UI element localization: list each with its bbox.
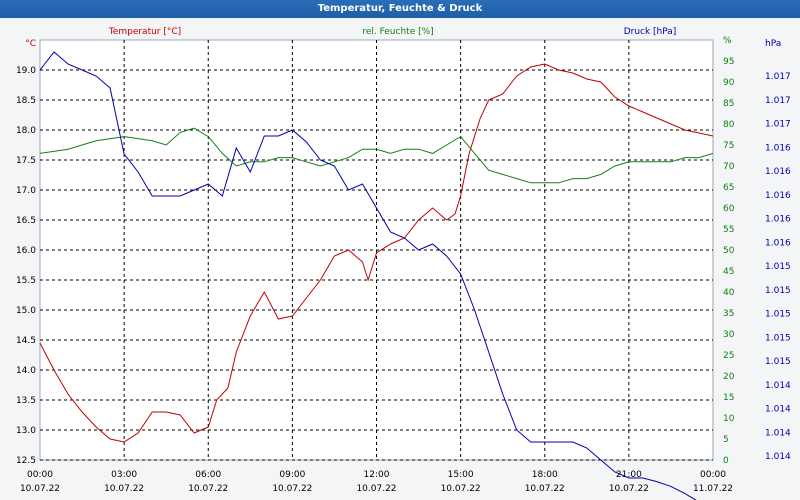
y-tick-humidity: 45	[723, 267, 734, 277]
x-tick-time: 09:00	[279, 470, 305, 480]
y-tick-pressure: 1.015	[765, 357, 791, 367]
y-tick-pressure: 1.016	[765, 191, 791, 201]
y-tick-pressure: 1.014	[765, 405, 791, 415]
y-tick-humidity: 15	[723, 393, 734, 403]
x-tick-time: 18:00	[532, 470, 558, 480]
y-tick-humidity: 65	[723, 183, 734, 193]
window-title: Temperatur, Feuchte & Druck	[0, 0, 800, 18]
temperature-unit: °C	[25, 39, 36, 49]
y-tick-temperature: 17.0	[16, 186, 36, 196]
x-tick-date: 10.07.22	[525, 484, 565, 494]
y-tick-pressure: 1.014	[765, 381, 791, 391]
y-tick-humidity: 10	[723, 414, 735, 424]
y-tick-temperature: 18.0	[16, 126, 36, 136]
y-tick-temperature: 16.5	[16, 216, 36, 226]
pressure-unit: hPa	[765, 39, 781, 49]
y-tick-humidity: 95	[723, 57, 734, 67]
x-tick-date: 10.07.22	[609, 484, 649, 494]
y-tick-humidity: 60	[723, 204, 735, 214]
y-tick-humidity: 40	[723, 288, 735, 298]
series-lines	[39, 51, 714, 500]
y-tick-humidity: 90	[723, 78, 735, 88]
grid	[40, 40, 713, 461]
y-tick-pressure: 1.017	[765, 96, 791, 106]
y-tick-humidity: 25	[723, 351, 734, 361]
y-tick-humidity: 70	[723, 162, 735, 172]
y-tick-humidity: 50	[723, 246, 735, 256]
x-tick-time: 12:00	[364, 470, 390, 480]
y-tick-pressure: 1.016	[765, 167, 791, 177]
chart-plot: 00:00 10.07.22 03:00 10.07.22 06:00 10.07.22 0…	[16, 27, 791, 500]
y-tick-pressure: 1.016	[765, 143, 791, 153]
y-tick-temperature: 16.0	[16, 246, 36, 256]
x-tick-date: 10.07.22	[441, 484, 481, 494]
y-tick-pressure: 1.017	[765, 72, 791, 82]
x-tick-time: 03:00	[111, 470, 137, 480]
y-tick-humidity: 30	[723, 330, 735, 340]
series-humidity-line	[39, 127, 714, 184]
y-tick-temperature: 12.5	[16, 456, 36, 466]
y-tick-temperature: 14.5	[16, 336, 36, 346]
x-tick-date: 10.07.22	[104, 484, 144, 494]
y-tick-temperature: 15.5	[16, 276, 36, 286]
y-tick-temperature: 17.5	[16, 156, 36, 166]
y-tick-temperature: 19.0	[16, 66, 36, 76]
y-tick-humidity: 55	[723, 225, 734, 235]
x-tick-time: 21:00	[616, 470, 642, 480]
y-tick-temperature: 18.5	[16, 96, 36, 106]
x-tick-date: 10.07.22	[272, 484, 312, 494]
y-tick-pressure: 1.016	[765, 238, 791, 248]
y-tick-humidity: 85	[723, 99, 734, 109]
x-tick-date: 11.07.22	[693, 484, 733, 494]
legend-humidity: rel. Feuchte [%]	[362, 27, 433, 37]
legend-pressure: Druck [hPa]	[624, 27, 677, 37]
y-tick-pressure: 1.015	[765, 286, 791, 296]
y-tick-pressure: 1.014	[765, 452, 791, 462]
y-tick-humidity: 20	[723, 372, 735, 382]
y-tick-temperature: 13.5	[16, 396, 36, 406]
y-tick-pressure: 1.015	[765, 310, 791, 320]
x-tick-date: 10.07.22	[188, 484, 228, 494]
x-tick-date: 10.07.22	[20, 484, 60, 494]
x-tick-time: 00:00	[27, 470, 53, 480]
y-tick-temperature: 13.0	[16, 426, 36, 436]
y-tick-pressure: 1.015	[765, 262, 791, 272]
y-tick-humidity: %	[723, 36, 732, 46]
y-tick-humidity: 5	[723, 435, 729, 445]
y-tick-humidity: 35	[723, 309, 734, 319]
x-tick-time: 00:00	[700, 470, 726, 480]
y-tick-pressure: 1.016	[765, 215, 791, 225]
y-tick-humidity: 0	[723, 456, 729, 466]
x-tick-date: 10.07.22	[356, 484, 396, 494]
y-tick-pressure: 1.015	[765, 333, 791, 343]
x-tick-time: 15:00	[448, 470, 474, 480]
series-pressure-line	[39, 51, 697, 500]
y-tick-humidity: 75	[723, 141, 734, 151]
y-tick-pressure: 1.014	[765, 428, 791, 438]
y-tick-pressure: 1.017	[765, 120, 791, 130]
y-tick-humidity: 80	[723, 120, 735, 130]
y-tick-temperature: 14.0	[16, 366, 36, 376]
x-tick-time: 06:00	[195, 470, 221, 480]
y-tick-temperature: 15.0	[16, 306, 36, 316]
legend-temperature: Temperatur [°C]	[108, 27, 181, 37]
axes-labels: 00:00 10.07.22 03:00 10.07.22 06:00 10.07.22 0…	[16, 27, 791, 494]
series-temperature-line	[39, 63, 714, 443]
